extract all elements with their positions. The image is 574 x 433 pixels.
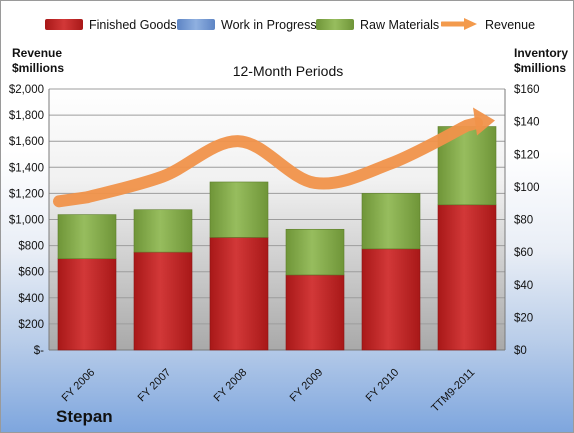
x-tick-label: FY 2009 — [288, 367, 326, 405]
bar-finished-goods — [209, 237, 269, 351]
legend-label: Revenue — [485, 18, 536, 32]
x-tick-label: FY 2006 — [60, 367, 98, 405]
legend-swatch-raw-materials — [316, 19, 354, 30]
x-tick-label: FY 2007 — [136, 367, 174, 405]
bar-finished-goods — [437, 204, 497, 351]
legend-swatch-finished-goods — [45, 19, 83, 30]
right-axis-title: Inventory $millions — [514, 46, 568, 76]
legend-raw-materials: Raw Materials — [316, 17, 439, 33]
left-tick-label: $1,400 — [9, 162, 44, 174]
bar-raw-materials — [285, 228, 345, 276]
grid-lines — [48, 88, 506, 351]
left-tick-label: $1,600 — [9, 136, 44, 148]
left-tick-label: $2,000 — [9, 84, 44, 96]
legend-work-in-progress: Work in Progress — [177, 17, 317, 33]
chart-title: 12-Month Periods — [232, 63, 344, 79]
right-tick-label: $0 — [514, 345, 527, 357]
left-tick-label: $1,000 — [9, 215, 44, 227]
left-axis-title: Revenue $millions — [12, 46, 64, 76]
x-tick-label: TTM9-2011 — [429, 367, 477, 415]
legend-label: Raw Materials — [360, 18, 440, 32]
legend-label: Work in Progress — [221, 18, 317, 32]
bar-finished-goods — [57, 258, 117, 351]
right-tick-label: $120 — [514, 149, 540, 161]
x-tick-label: FY 2008 — [212, 367, 250, 405]
bar-finished-goods — [285, 274, 345, 351]
bar-raw-materials — [57, 214, 117, 259]
right-axis-title-line1: Inventory — [514, 46, 569, 60]
bar-raw-materials — [209, 181, 269, 238]
bar-finished-goods — [361, 248, 421, 351]
bar-raw-materials — [133, 209, 193, 253]
revenue-series — [53, 107, 495, 208]
left-tick-label: $- — [34, 345, 44, 357]
left-tick-label: $800 — [18, 241, 44, 253]
right-tick-label: $80 — [514, 215, 533, 227]
right-axis: $0 $20 $40 $60 $80 $100 $120 $140 $160 — [514, 84, 540, 357]
revenue-arrow-icon — [439, 18, 477, 30]
right-tick-label: $20 — [514, 312, 533, 324]
right-tick-label: $140 — [514, 117, 540, 129]
x-tick-label: FY 2010 — [364, 367, 402, 405]
bars-group — [57, 126, 497, 351]
left-axis: $- $200 $400 $600 $800 $1,000 $1,200 $1,400 $1,6… — [9, 84, 44, 357]
company-name: Stepan — [56, 407, 113, 426]
right-tick-label: $60 — [514, 247, 533, 259]
bar-raw-materials — [361, 193, 421, 250]
left-axis-title-line2: $millions — [12, 61, 65, 75]
x-axis: FY 2006 FY 2007 FY 2008 FY 2009 FY 2010 TTM9-… — [60, 367, 478, 415]
left-tick-label: $400 — [18, 293, 44, 305]
legend-revenue: Revenue — [439, 17, 536, 33]
legend-finished-goods: Finished Goods — [45, 17, 177, 33]
left-axis-title-line1: Revenue — [12, 46, 63, 60]
left-tick-label: $1,800 — [9, 110, 44, 122]
right-tick-label: $40 — [514, 280, 533, 292]
right-tick-label: $100 — [514, 182, 540, 194]
legend-label: Finished Goods — [89, 18, 177, 32]
left-tick-label: $200 — [18, 319, 44, 331]
bar-finished-goods — [133, 251, 193, 351]
right-axis-title-line2: $millions — [514, 61, 567, 75]
revenue-line — [53, 117, 483, 208]
legend-swatch-work-in-progress — [177, 19, 215, 30]
left-tick-label: $1,200 — [9, 188, 44, 200]
left-tick-label: $600 — [18, 267, 44, 279]
right-tick-label: $160 — [514, 84, 540, 96]
revenue-arrowhead — [473, 107, 495, 136]
